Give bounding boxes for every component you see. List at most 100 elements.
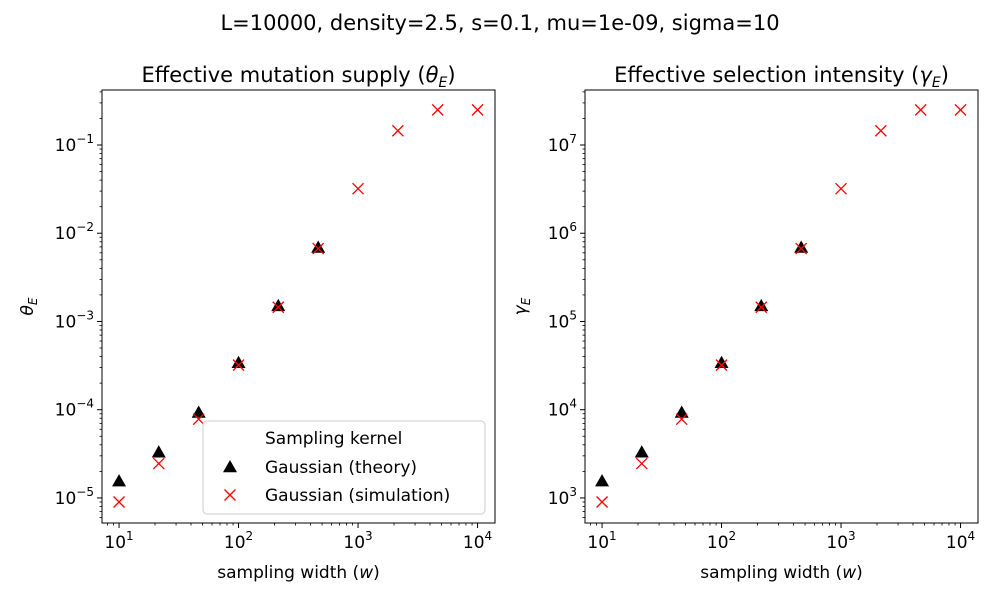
legend-title: Sampling kernel bbox=[265, 429, 402, 449]
data-point-simulation bbox=[635, 457, 648, 470]
data-point-simulation bbox=[352, 182, 365, 195]
x-tick-label-exponent: 1 bbox=[126, 529, 134, 543]
x-marker-stroke bbox=[874, 124, 887, 137]
y-axis-label-symbol: γ bbox=[511, 304, 531, 315]
data-point-theory bbox=[794, 240, 809, 253]
chart-title: Effective mutation supply (θE) bbox=[141, 63, 455, 91]
x-marker-stroke bbox=[352, 182, 365, 195]
legend: Sampling kernel Gaussian (theory) Gaussian… bbox=[202, 420, 486, 515]
plot-area-frame bbox=[584, 89, 979, 524]
chart-title-subscript: E bbox=[438, 75, 447, 91]
x-axis-label-close: ) bbox=[856, 563, 863, 583]
data-point-simulation bbox=[431, 103, 444, 116]
y-tick-label: 10−5 bbox=[55, 485, 94, 509]
y-tick-label-base: 10 bbox=[55, 401, 77, 421]
data-point-simulation bbox=[312, 242, 325, 255]
legend-marker-theory bbox=[223, 460, 237, 473]
y-tick-label-exponent: 7 bbox=[569, 132, 577, 146]
y-tick-label-base: 10 bbox=[55, 136, 77, 156]
data-point-theory bbox=[754, 298, 769, 312]
y-tick-label-exponent: −5 bbox=[76, 485, 94, 499]
y-tick-label-base: 10 bbox=[548, 224, 570, 244]
x-tick-label-base: 10 bbox=[587, 533, 609, 553]
data-point-simulation bbox=[232, 359, 245, 372]
x-marker-stroke bbox=[715, 359, 728, 372]
x-tick-label: 102 bbox=[707, 529, 736, 553]
chart-title: Effective selection intensity (γE) bbox=[614, 63, 949, 91]
data-point-theory bbox=[231, 355, 246, 369]
chart-panel-1: Effective mutation supply (θE)sampling w… bbox=[18, 63, 496, 583]
y-tick-label-exponent: 5 bbox=[569, 308, 577, 322]
x-tick-label-base: 10 bbox=[224, 533, 246, 553]
data-point-simulation bbox=[914, 103, 927, 116]
x-axis-label-text: sampling width ( bbox=[700, 563, 842, 583]
y-tick-label: 103 bbox=[548, 485, 577, 509]
chart-title-symbol: θ bbox=[426, 63, 439, 87]
chart-title-close: ) bbox=[941, 63, 949, 87]
legend-box bbox=[202, 420, 486, 515]
y-tick-label-exponent: −1 bbox=[76, 132, 94, 146]
x-marker-stroke bbox=[914, 103, 927, 116]
data-point-theory bbox=[151, 445, 166, 458]
x-tick-label-exponent: 4 bbox=[968, 529, 976, 543]
data-point-theory bbox=[674, 405, 689, 418]
x-tick-label: 104 bbox=[463, 529, 492, 553]
data-point-simulation bbox=[835, 182, 848, 195]
x-marker-stroke bbox=[272, 301, 285, 314]
x-tick-label-exponent: 1 bbox=[609, 529, 617, 543]
data-point-theory bbox=[271, 298, 286, 312]
series-theory bbox=[595, 240, 809, 487]
x-marker-stroke bbox=[431, 103, 444, 116]
data-point-simulation bbox=[113, 496, 126, 508]
x-marker-stroke bbox=[471, 103, 484, 116]
y-tick-label-exponent: −4 bbox=[76, 397, 94, 411]
x-marker-stroke bbox=[192, 413, 205, 426]
data-point-simulation bbox=[954, 103, 967, 116]
x-tick-label: 102 bbox=[224, 529, 253, 553]
data-point-simulation bbox=[596, 496, 609, 508]
y-tick-label-base: 10 bbox=[55, 489, 77, 509]
y-tick-label-exponent: −2 bbox=[76, 220, 94, 234]
x-tick-label-exponent: 2 bbox=[246, 529, 254, 543]
y-axis-label-symbol: θ bbox=[18, 305, 38, 316]
data-point-simulation bbox=[715, 359, 728, 372]
x-tick-label: 101 bbox=[587, 529, 616, 553]
x-marker-stroke bbox=[224, 489, 236, 501]
x-axis-label: sampling width (w) bbox=[700, 563, 862, 583]
chart-panel-2: Effective selection intensity (γE) sampli… bbox=[511, 63, 979, 583]
x-marker-stroke bbox=[596, 496, 609, 508]
x-marker-stroke bbox=[635, 457, 648, 470]
legend-entry-simulation: Gaussian (simulation) bbox=[265, 486, 450, 506]
x-tick-label-base: 10 bbox=[946, 533, 968, 553]
y-tick-label: 106 bbox=[548, 220, 577, 244]
x-axis-label-symbol: w bbox=[359, 563, 373, 583]
x-marker-stroke bbox=[391, 124, 404, 137]
data-point-theory bbox=[112, 474, 127, 487]
x-marker-stroke bbox=[954, 103, 967, 116]
y-tick-label: 104 bbox=[548, 397, 577, 421]
legend-entry-theory: Gaussian (theory) bbox=[265, 458, 417, 478]
series-theory bbox=[112, 240, 326, 487]
x-marker-stroke bbox=[795, 242, 808, 255]
data-point-simulation bbox=[272, 301, 285, 314]
x-tick-label: 103 bbox=[343, 529, 372, 553]
y-tick-label-exponent: −3 bbox=[76, 308, 94, 322]
x-tick-label-exponent: 4 bbox=[485, 529, 493, 543]
chart-title-close: ) bbox=[447, 63, 455, 87]
chart-title-text: Effective mutation supply ( bbox=[141, 63, 425, 87]
chart-title-symbol: γ bbox=[919, 63, 933, 87]
x-axis-label: sampling width (w) bbox=[217, 563, 379, 583]
data-point-theory bbox=[634, 445, 649, 458]
x-marker-stroke bbox=[755, 301, 768, 314]
data-point-simulation bbox=[152, 457, 165, 470]
legend-marker-simulation bbox=[224, 489, 236, 501]
x-tick-label: 104 bbox=[946, 529, 975, 553]
data-point-simulation bbox=[874, 124, 887, 137]
y-tick-label-base: 10 bbox=[55, 224, 77, 244]
x-tick-label-base: 10 bbox=[707, 533, 729, 553]
x-axis-label-close: ) bbox=[373, 563, 380, 583]
y-tick-label: 10−2 bbox=[55, 220, 94, 244]
x-tick-label-base: 10 bbox=[463, 533, 485, 553]
x-marker-stroke bbox=[113, 496, 126, 508]
series-simulation bbox=[596, 103, 967, 508]
